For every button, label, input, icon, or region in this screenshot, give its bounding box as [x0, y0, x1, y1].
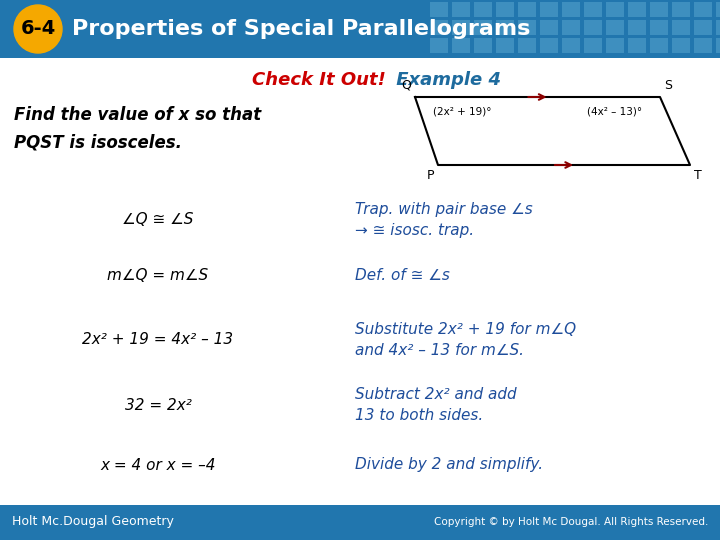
Bar — [562, 38, 580, 53]
Bar — [562, 20, 580, 35]
Bar — [452, 38, 470, 53]
Text: Divide by 2 and simplify.: Divide by 2 and simplify. — [355, 457, 543, 472]
Bar — [606, 20, 624, 35]
Bar — [606, 2, 624, 17]
Bar — [474, 38, 492, 53]
Text: 2x² + 19 = 4x² – 13: 2x² + 19 = 4x² – 13 — [82, 333, 233, 348]
Bar — [584, 38, 602, 53]
Bar — [452, 20, 470, 35]
Bar — [672, 20, 690, 35]
Text: Trap. with pair base ∠s
→ ≅ isosc. trap.: Trap. with pair base ∠s → ≅ isosc. trap. — [355, 202, 533, 238]
Bar — [650, 38, 668, 53]
Text: PQST is isosceles.: PQST is isosceles. — [14, 134, 182, 152]
Bar — [694, 20, 712, 35]
Bar — [628, 38, 646, 53]
Text: Check It Out!: Check It Out! — [252, 71, 386, 89]
Text: Holt Mc.Dougal Geometry: Holt Mc.Dougal Geometry — [12, 516, 174, 529]
Bar — [672, 2, 690, 17]
Bar — [584, 2, 602, 17]
Text: T: T — [694, 169, 702, 182]
Text: (4x² – 13)°: (4x² – 13)° — [587, 107, 642, 117]
Text: 32 = 2x²: 32 = 2x² — [125, 397, 192, 413]
Text: m∠Q = m∠S: m∠Q = m∠S — [107, 267, 209, 282]
Text: Substitute 2x² + 19 for m∠Q
and 4x² – 13 for m∠S.: Substitute 2x² + 19 for m∠Q and 4x² – 13… — [355, 322, 576, 358]
Text: (2x² + 19)°: (2x² + 19)° — [433, 107, 492, 117]
Text: Def. of ≅ ∠s: Def. of ≅ ∠s — [355, 267, 450, 282]
Bar — [628, 20, 646, 35]
Bar — [0, 0, 720, 58]
Bar — [474, 20, 492, 35]
Bar — [650, 20, 668, 35]
Bar — [430, 20, 448, 35]
Bar — [496, 2, 514, 17]
Bar — [540, 20, 558, 35]
Bar — [0, 505, 720, 540]
Text: 6-4: 6-4 — [20, 19, 55, 38]
Text: S: S — [664, 79, 672, 92]
Bar — [496, 20, 514, 35]
Bar — [628, 2, 646, 17]
Bar — [540, 2, 558, 17]
Bar — [540, 38, 558, 53]
Bar — [474, 2, 492, 17]
Text: Copyright © by Holt Mc Dougal. All Rights Reserved.: Copyright © by Holt Mc Dougal. All Right… — [433, 517, 708, 527]
Bar — [518, 38, 536, 53]
Bar — [694, 38, 712, 53]
Bar — [716, 20, 720, 35]
Bar — [716, 38, 720, 53]
Text: Find the value of x so that: Find the value of x so that — [14, 106, 261, 124]
Bar — [606, 38, 624, 53]
Bar — [496, 38, 514, 53]
Text: Subtract 2x² and add
13 to both sides.: Subtract 2x² and add 13 to both sides. — [355, 387, 517, 423]
Bar — [518, 2, 536, 17]
Bar — [430, 2, 448, 17]
Bar — [694, 2, 712, 17]
Bar — [452, 2, 470, 17]
Text: x = 4 or x = –4: x = 4 or x = –4 — [100, 457, 216, 472]
Bar — [650, 2, 668, 17]
Text: Example 4: Example 4 — [390, 71, 501, 89]
Bar — [716, 2, 720, 17]
Text: Properties of Special Parallelograms: Properties of Special Parallelograms — [72, 19, 531, 39]
Bar — [584, 20, 602, 35]
Bar — [562, 2, 580, 17]
Bar — [672, 38, 690, 53]
Text: ∠Q ≅ ∠S: ∠Q ≅ ∠S — [122, 213, 194, 227]
Bar — [518, 20, 536, 35]
Bar — [430, 38, 448, 53]
Circle shape — [14, 5, 62, 53]
Text: Q: Q — [401, 79, 411, 92]
Text: P: P — [426, 169, 434, 182]
